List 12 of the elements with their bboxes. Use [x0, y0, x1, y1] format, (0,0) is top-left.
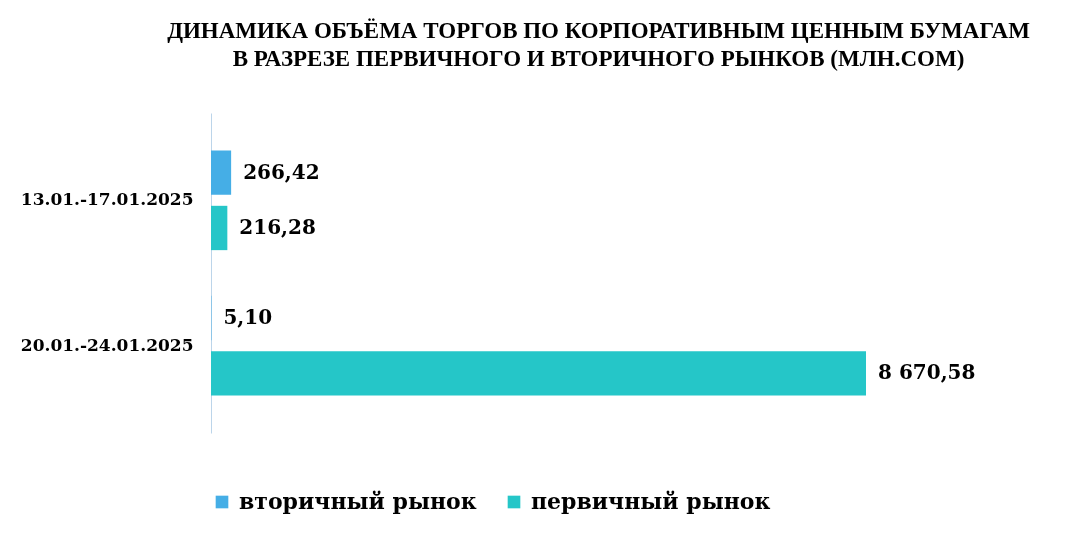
- y-tick-label: 20.01.-24.01.2025: [20, 334, 194, 355]
- y-tick-label: 13.01.-17.01.2025: [20, 189, 194, 210]
- data-label: 8 670,58: [878, 360, 976, 385]
- data-label: 5,10: [223, 305, 273, 330]
- chart-title: ДИНАМИКА ОБЪЁМА ТОРГОВ ПО КОРПОРАТИВНЫМ ЦЕННЫМ БУМАГАМ В РАЗРЕЗЕ ПЕРВИЧНОГО И ВТОРИЧНОГО РЫНКОВ (МЛН.СОМ): [167, 18, 1031, 71]
- bar: [211, 150, 232, 195]
- bar: [211, 351, 866, 396]
- legend-label: вторичный рынок: [239, 488, 477, 514]
- data-label: 266,42: [243, 159, 320, 184]
- bar: [211, 205, 228, 251]
- data-label: 216,28: [239, 214, 316, 239]
- legend-label: первичный рынок: [531, 488, 771, 514]
